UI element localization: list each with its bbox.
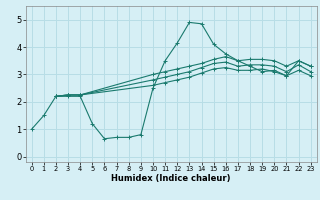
X-axis label: Humidex (Indice chaleur): Humidex (Indice chaleur) [111,174,231,183]
